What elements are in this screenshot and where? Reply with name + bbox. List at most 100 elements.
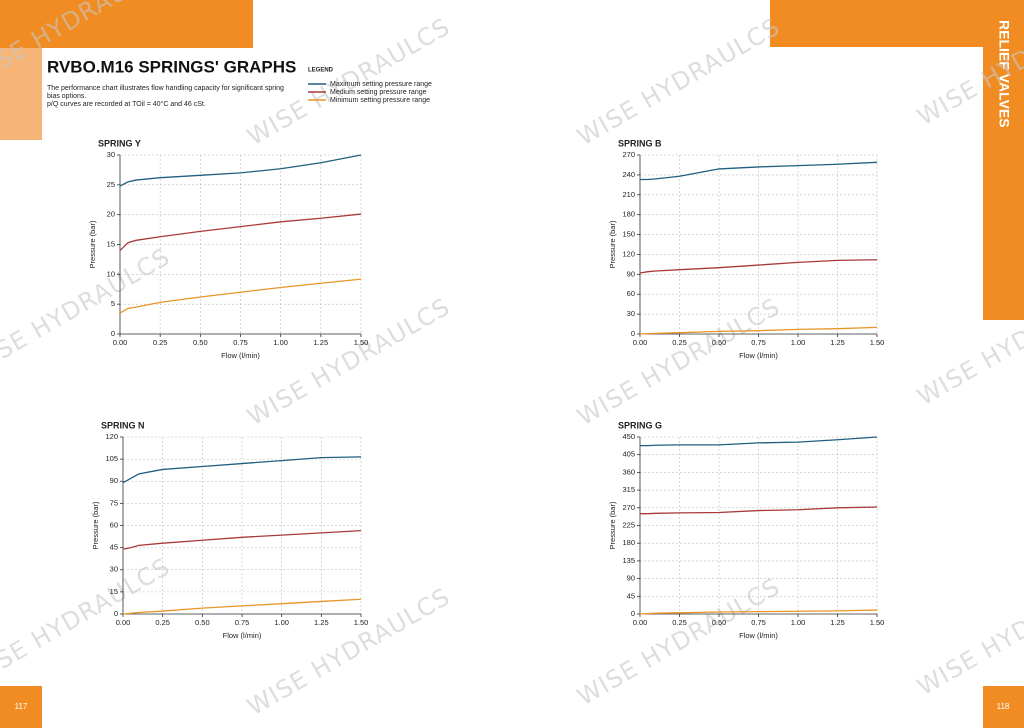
- watermark: WISE HYDRAULCS: [913, 562, 1024, 701]
- page-number: 117: [15, 702, 28, 711]
- y-tick-label: 5: [111, 299, 115, 308]
- x-tick-label: 1.50: [354, 338, 369, 347]
- series-line: [639, 259, 878, 274]
- series-line: [119, 154, 362, 187]
- legend-label: Maximum setting pressure range: [330, 81, 432, 88]
- legend-title: LEGEND: [308, 68, 334, 74]
- y-tick-label: 90: [627, 269, 635, 278]
- description: p/Q curves are recorded at TOil = 40°C a…: [47, 100, 206, 108]
- watermark: WISE HYDRAULCS: [573, 12, 785, 151]
- y-tick-label: 30: [627, 309, 635, 318]
- x-tick-label: 0.00: [116, 618, 131, 627]
- page-number-box: [0, 686, 42, 728]
- x-tick-label: 1.00: [273, 338, 288, 347]
- side-tab: [983, 0, 1024, 320]
- y-tick-label: 105: [105, 454, 118, 463]
- x-tick-label: 0.50: [712, 338, 727, 347]
- watermark: WISE HYDRAULCS: [573, 572, 785, 711]
- series-line: [122, 456, 362, 484]
- y-tick-label: 240: [622, 170, 635, 179]
- y-tick-label: 75: [110, 498, 118, 507]
- y-axis-label: Pressure (bar): [608, 220, 617, 268]
- series-line: [640, 436, 878, 447]
- series-line: [639, 326, 878, 335]
- x-tick-label: 0.50: [712, 618, 727, 627]
- x-tick-label: 1.00: [791, 338, 806, 347]
- y-tick-label: 270: [622, 503, 635, 512]
- series-line: [119, 213, 362, 251]
- x-tick-label: 1.50: [870, 618, 885, 627]
- page-number-box: [983, 686, 1024, 728]
- x-tick-label: 1.00: [791, 618, 806, 627]
- watermark: WISE HYDRAULCS: [0, 552, 175, 691]
- y-tick-label: 30: [107, 150, 115, 159]
- page-title: RVBO.M16 SPRINGS' GRAPHS: [47, 57, 296, 76]
- y-tick-label: 60: [627, 289, 635, 298]
- y-tick-label: 405: [622, 450, 635, 459]
- y-tick-label: 120: [105, 432, 118, 441]
- y-tick-label: 60: [110, 520, 118, 529]
- series-line: [122, 598, 362, 615]
- series-line: [119, 278, 362, 314]
- x-tick-label: 0.25: [155, 618, 170, 627]
- y-tick-label: 90: [110, 476, 118, 485]
- y-tick-label: 360: [622, 467, 635, 476]
- y-axis-label: Pressure (bar): [88, 220, 97, 268]
- x-tick-label: 0.25: [672, 338, 687, 347]
- x-tick-label: 0.00: [633, 338, 648, 347]
- x-tick-label: 1.50: [870, 338, 885, 347]
- description: bias options.: [47, 93, 86, 100]
- watermark: WISE HYDRAULCS: [243, 582, 455, 721]
- x-tick-label: 0.50: [193, 338, 208, 347]
- chart-title: SPRING B: [618, 138, 662, 148]
- header-band: [0, 0, 253, 48]
- y-tick-label: 135: [622, 556, 635, 565]
- series-line: [640, 506, 878, 515]
- y-tick-label: 180: [622, 210, 635, 219]
- y-tick-label: 0: [111, 329, 115, 338]
- x-tick-label: 0.75: [233, 338, 248, 347]
- y-tick-label: 0: [114, 609, 118, 618]
- x-axis-label: Flow (l/min): [739, 351, 778, 360]
- chart-title: SPRING Y: [98, 138, 141, 148]
- watermark: WISE HYDRAULCS: [573, 292, 785, 431]
- y-tick-label: 315: [622, 485, 635, 494]
- y-tick-label: 0: [631, 609, 635, 618]
- page-number: 118: [997, 702, 1010, 711]
- y-tick-label: 20: [107, 210, 115, 219]
- description: The performance chart illustrates flow h…: [47, 85, 284, 92]
- x-tick-label: 1.25: [314, 338, 329, 347]
- x-tick-label: 1.50: [354, 618, 369, 627]
- y-tick-label: 25: [107, 180, 115, 189]
- y-tick-label: 0: [631, 329, 635, 338]
- series-line: [640, 161, 878, 181]
- y-tick-label: 30: [110, 565, 118, 574]
- chart-title: SPRING G: [618, 420, 662, 430]
- y-tick-label: 180: [622, 538, 635, 547]
- y-tick-label: 150: [622, 230, 635, 239]
- side-tab-label: RELIEF VALVES: [996, 20, 1012, 128]
- x-tick-label: 0.75: [751, 618, 766, 627]
- watermark: WISE HYDRAULCS: [243, 292, 455, 431]
- legend-label: Medium setting pressure range: [330, 89, 427, 96]
- y-tick-label: 15: [107, 239, 115, 248]
- x-tick-label: 1.00: [274, 618, 289, 627]
- y-tick-label: 210: [622, 190, 635, 199]
- x-axis-label: Flow (l/min): [739, 631, 778, 640]
- y-tick-label: 120: [622, 249, 635, 258]
- x-tick-label: 0.25: [672, 618, 687, 627]
- y-tick-label: 45: [110, 543, 118, 552]
- y-tick-label: 270: [622, 150, 635, 159]
- y-tick-label: 450: [622, 432, 635, 441]
- series-line: [639, 609, 878, 615]
- x-axis-label: Flow (l/min): [223, 631, 262, 640]
- series-line: [122, 530, 362, 550]
- x-tick-label: 0.75: [751, 338, 766, 347]
- y-tick-label: 45: [627, 591, 635, 600]
- x-tick-label: 0.25: [153, 338, 168, 347]
- y-axis-label: Pressure (bar): [91, 501, 100, 549]
- y-tick-label: 225: [622, 520, 635, 529]
- x-tick-label: 1.25: [830, 618, 845, 627]
